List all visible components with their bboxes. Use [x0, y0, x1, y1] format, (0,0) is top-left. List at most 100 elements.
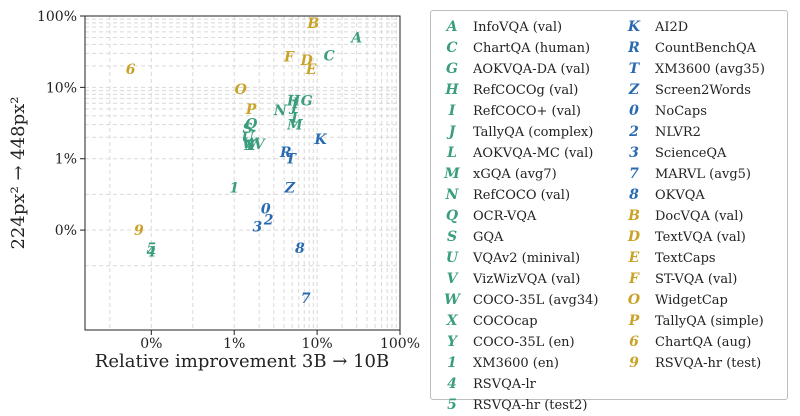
- legend-label: COCO-35L (avg34): [473, 293, 599, 308]
- data-point-D: D: [300, 53, 314, 69]
- legend-marker: 5: [447, 397, 457, 413]
- y-tick-label: 10%: [46, 80, 77, 96]
- legend-column-right: K AI2D R CountBenchQA T XM3600 (avg35) Z Screen…: [625, 17, 765, 374]
- data-point-A: A: [349, 30, 362, 46]
- legend-marker: 3: [629, 145, 639, 161]
- data-point-N: N: [273, 103, 288, 119]
- legend-item: V VizWizVQA (val): [443, 269, 599, 290]
- legend-label: CountBenchQA: [655, 41, 757, 56]
- data-point-T: T: [285, 152, 297, 168]
- x-tick-label: 1%: [223, 336, 245, 352]
- y-tick-label: 1%: [55, 152, 77, 168]
- legend-item: E TextCaps: [625, 248, 765, 269]
- data-point-R: R: [279, 145, 292, 161]
- x-tick-label: 100%: [380, 336, 420, 352]
- legend-label: WidgetCap: [655, 293, 728, 308]
- data-point-5: 5: [146, 241, 156, 257]
- legend-marker: I: [448, 103, 456, 119]
- x-tick-label: 0%: [140, 336, 162, 352]
- legend-label: GQA: [473, 230, 504, 245]
- legend-label: XM3600 (avg35): [655, 62, 765, 77]
- legend-label: NoCaps: [655, 104, 707, 119]
- data-point-P: P: [245, 102, 257, 118]
- legend-item: X COCOcap: [443, 311, 599, 332]
- legend-item: 5 RSVQA-hr (test2): [443, 395, 599, 416]
- data-point-4: 4: [146, 245, 156, 261]
- legend-marker: A: [446, 19, 458, 35]
- legend-item: 3 ScienceQA: [625, 143, 765, 164]
- legend-marker: Q: [445, 208, 459, 224]
- legend-label: XM3600 (en): [473, 356, 559, 371]
- legend-marker: 8: [629, 187, 639, 203]
- data-point-0: 0: [261, 202, 271, 218]
- legend-marker: F: [629, 271, 639, 287]
- legend-marker: R: [628, 40, 640, 56]
- legend-item: I RefCOCO+ (val): [443, 101, 599, 122]
- legend-item: N RefCOCO (val): [443, 185, 599, 206]
- legend: A InfoVQA (val) C ChartQA (human) G AOKVQA-DA…: [430, 10, 788, 413]
- legend-label: OKVQA: [655, 188, 705, 203]
- legend-item: 0 NoCaps: [625, 101, 765, 122]
- legend-marker: 9: [629, 355, 639, 371]
- legend-item: Z Screen2Words: [625, 80, 765, 101]
- legend-item: J TallyQA (complex): [443, 122, 599, 143]
- legend-item: 8 OKVQA: [625, 185, 765, 206]
- grid-lines: [85, 16, 400, 330]
- legend-marker: W: [444, 292, 460, 308]
- axis-ticks: 0% 1% 10% 100% 0% 1% 10% 100%: [37, 9, 420, 352]
- legend-item: L AOKVQA-MC (val): [443, 143, 599, 164]
- legend-marker: U: [445, 250, 459, 266]
- legend-label: RSVQA-hr (test): [655, 356, 762, 371]
- y-tick-label: 0%: [55, 223, 77, 239]
- data-point-Q: Q: [245, 117, 257, 133]
- data-point-8: 8: [295, 241, 305, 257]
- legend-marker: G: [446, 61, 458, 77]
- plot-frame: [84, 15, 401, 331]
- legend-marker: V: [446, 271, 458, 287]
- legend-label: RefCOCOg (val): [473, 83, 579, 98]
- legend-marker: K: [627, 19, 641, 35]
- data-point-2: 2: [263, 212, 274, 228]
- legend-item: P TallyQA (simple): [625, 311, 765, 332]
- x-tick-label: 10%: [302, 336, 333, 352]
- legend-label: MARVL (avg5): [655, 167, 752, 182]
- legend-marker: 6: [629, 334, 639, 350]
- data-point-E: E: [305, 62, 317, 78]
- legend-marker: 4: [447, 376, 457, 392]
- data-point-H: H: [286, 94, 301, 110]
- legend-item: 7 MARVL (avg5): [625, 164, 765, 185]
- legend-label: COCO-35L (en): [473, 335, 575, 350]
- data-point-L: L: [290, 110, 301, 126]
- legend-item: 4 RSVQA-lr: [443, 374, 599, 395]
- data-point-V: V: [254, 137, 267, 153]
- legend-item: G AOKVQA-DA (val): [443, 59, 599, 80]
- data-point-I: I: [291, 96, 299, 112]
- legend-item: W COCO-35L (avg34): [443, 290, 599, 311]
- legend-item: H RefCOCOg (val): [443, 80, 599, 101]
- data-point-X: X: [244, 138, 257, 154]
- legend-marker: L: [447, 145, 457, 161]
- legend-label: NLVR2: [655, 125, 701, 140]
- legend-label: TextCaps: [655, 251, 716, 266]
- legend-item: U VQAv2 (minival): [443, 248, 599, 269]
- legend-label: AOKVQA-DA (val): [473, 62, 590, 77]
- legend-label: AOKVQA-MC (val): [473, 146, 594, 161]
- legend-label: RefCOCO+ (val): [473, 104, 581, 119]
- legend-marker: 2: [629, 124, 639, 140]
- legend-item: Y COCO-35L (en): [443, 332, 599, 353]
- legend-marker: D: [627, 229, 641, 245]
- data-point-9: 9: [134, 223, 144, 239]
- legend-item: R CountBenchQA: [625, 38, 765, 59]
- legend-label: RSVQA-lr: [473, 377, 536, 392]
- legend-marker: N: [445, 187, 459, 203]
- data-point-Y: Y: [245, 138, 257, 154]
- legend-label: RefCOCO (val): [473, 188, 571, 203]
- legend-label: OCR-VQA: [473, 209, 537, 224]
- y-axis-label: 224px² → 448px²: [8, 96, 29, 249]
- data-point-W: W: [242, 136, 259, 152]
- data-point-M: M: [286, 118, 303, 134]
- legend-item: Q OCR-VQA: [443, 206, 599, 227]
